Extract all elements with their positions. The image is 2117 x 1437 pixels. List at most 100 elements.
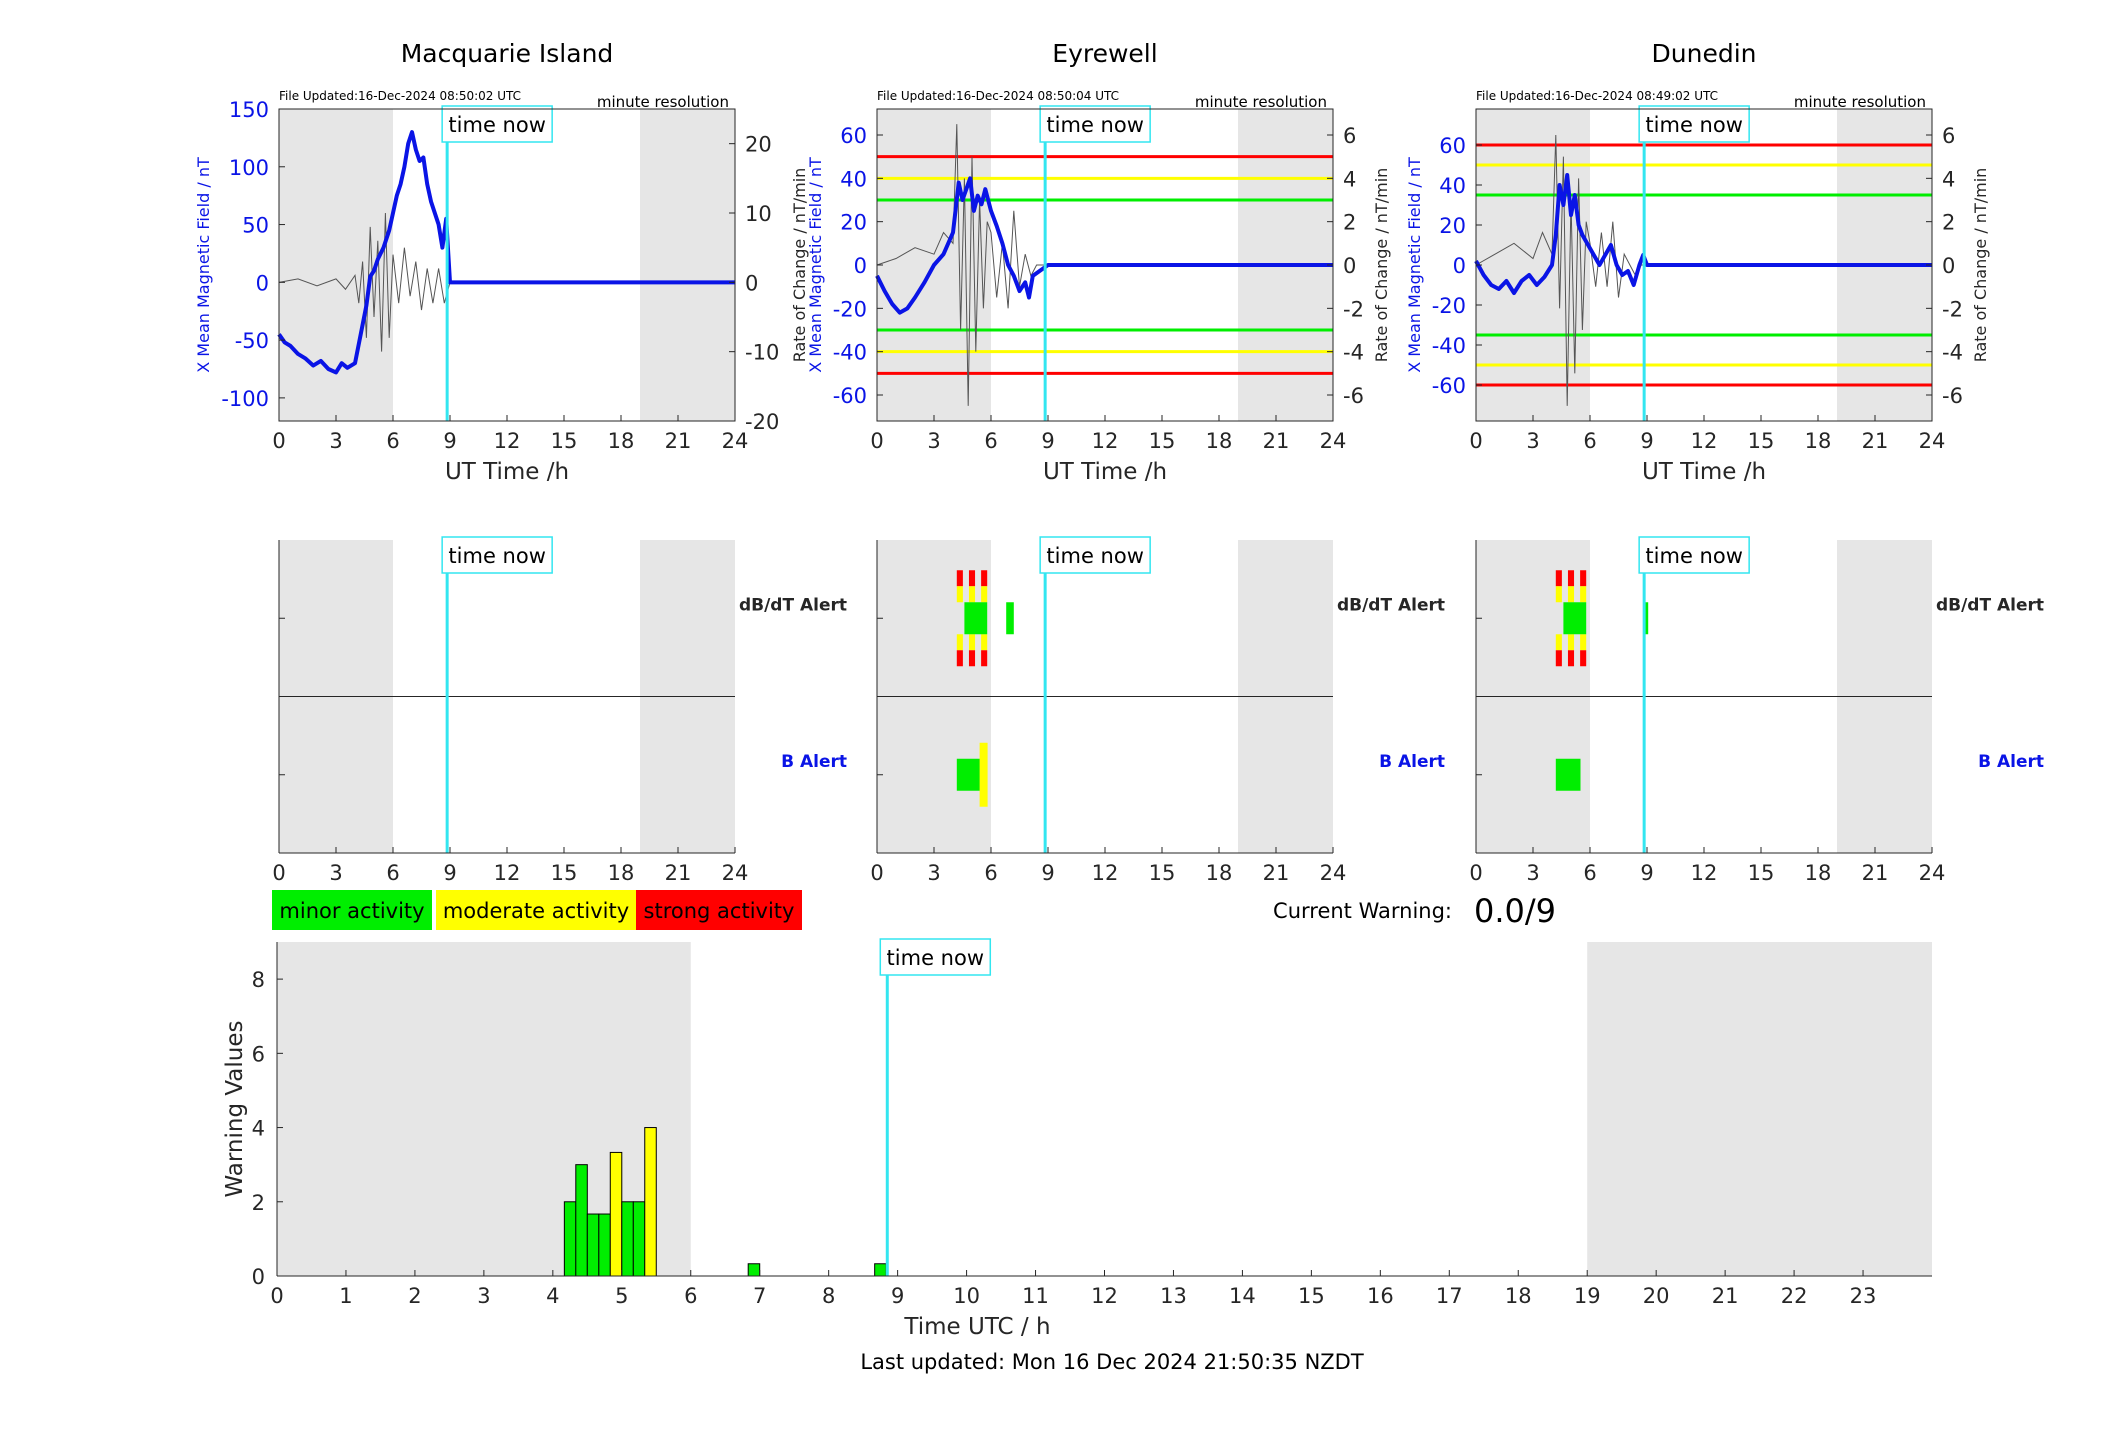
dunedin-alert-x-tick-label: 9 [1640,861,1653,885]
dunedin-alert-panel: time now 0 3 6 9 12 15 18 21 24 dB/dT Alert B Alert [1469,536,2044,885]
dunedin-x-tick-label: 12 [1691,429,1718,453]
warning-x-tick-label: 19 [1574,1284,1601,1308]
eyrewell-y-tick-label: -20 [833,297,867,321]
eyrewell-db-moderate-mark [956,634,963,651]
eyrewell-y2-tick-label: -2 [1343,297,1364,321]
eyrewell-alert-x-tick-label: 21 [1263,861,1290,885]
dunedin-y2-tick-label: -2 [1942,297,1963,321]
macquarie-resolution-label: minute resolution [597,93,729,111]
dunedin-db-strong-mark [1567,650,1575,667]
macquarie-y-axis-label: X Mean Magnetic Field / nT [194,157,213,373]
macquarie-alert-x-tick-label: 24 [722,861,749,885]
dunedin-alert-x-tick-label: 24 [1919,861,1946,885]
eyrewell-y2-tick-label: 4 [1343,167,1356,191]
dunedin-db-alert-label: dB/dT Alert [1936,595,2044,615]
dunedin-x-tick-label: 6 [1583,429,1596,453]
eyrewell-x-tick-label: 9 [1041,429,1054,453]
macquarie-x-tick-label: 24 [722,429,749,453]
dunedin-alert-x-tick-label: 3 [1526,861,1539,885]
macquarie-db-alert-label: dB/dT Alert [739,595,847,615]
dunedin-alert-x-tick-label: 6 [1583,861,1596,885]
macquarie-alert-time-now-box [441,536,553,574]
warning-x-tick-label: 12 [1091,1284,1118,1308]
eyrewell-db-strong-mark [981,650,988,667]
eyrewell-x-tick-label: 12 [1092,429,1119,453]
eyrewell-alert-x-tick-label: 9 [1041,861,1054,885]
macquarie-rate-series [278,212,451,352]
warning-bar [563,1201,577,1277]
eyrewell-db-strong-mark [968,650,976,667]
macquarie-file-updated: File Updated:16-Dec-2024 08:50:02 UTC [279,89,521,103]
eyrewell-y-tick-label: -60 [833,384,867,408]
current-warning-value: 0.0/9 [1474,892,1556,930]
warning-x-tick-label: 15 [1298,1284,1325,1308]
dunedin-alert-x-tick-label: 15 [1748,861,1775,885]
eyrewell-x-tick-label: 21 [1263,429,1290,453]
eyrewell-db-minor-mark [964,602,988,635]
dunedin-alert-x-tick-label: 18 [1805,861,1832,885]
warning-bar [644,1127,657,1277]
dunedin-alert-x-tick-label: 21 [1862,861,1889,885]
dunedin-y-axis-label: X Mean Magnetic Field / nT [1405,157,1424,373]
dunedin-resolution-label: minute resolution [1794,93,1926,111]
warning-x-tick-label: 10 [953,1284,980,1308]
dunedin-alert-x-tick-label: 0 [1469,861,1482,885]
dunedin-title: Dunedin [1652,39,1757,68]
dunedin-db-moderate-mark [1567,634,1575,651]
dunedin-db-moderate-mark [1580,634,1587,651]
dunedin-x-axis-label: UT Time /h [1642,459,1766,485]
macquarie-x-tick-label: 0 [272,429,285,453]
warning-bar [632,1201,646,1277]
macquarie-alert-panel: time now 0 3 6 9 12 15 18 21 24 dB/dT Alert B Alert [272,536,847,885]
eyrewell-time-now-box [1039,105,1151,143]
eyrewell-db-strong-mark [981,570,988,587]
last-updated: Last updated: Mon 16 Dec 2024 21:50:35 N… [860,1350,1364,1374]
warning-y-tick-label: 4 [252,1117,265,1141]
eyrewell-db-moderate-mark [956,586,963,603]
warning-x-axis-label: Time UTC / h [903,1314,1050,1340]
eyrewell-db-strong-mark [956,650,963,667]
dunedin-y-tick-label: -60 [1432,374,1466,398]
eyrewell-alert-x-tick-label: 6 [984,861,997,885]
dunedin-y2-tick-label: -6 [1942,384,1963,408]
warning-x-tick-label: 23 [1850,1284,1877,1308]
warning-x-tick-label: 11 [1022,1284,1049,1308]
legend-strong-label: strong activity [644,899,795,923]
dunedin-y2-axis-label: Rate of Change / nT/min [1971,168,1990,363]
eyrewell-y-tick-label: 60 [840,124,867,148]
warning-x-tick-label: 18 [1505,1284,1532,1308]
warning-bar [598,1213,611,1277]
macquarie-x-tick-label: 12 [494,429,521,453]
macquarie-alert-x-tick-label: 0 [272,861,285,885]
dunedin-db-minor-mark [1563,602,1587,635]
dunedin-y-tick-label: -40 [1432,334,1466,358]
eyrewell-alert-x-tick-label: 24 [1320,861,1347,885]
macquarie-alert-x-tick-label: 15 [551,861,578,885]
eyrewell-y-tick-label: 40 [840,167,867,191]
warning-x-tick-label: 6 [684,1284,697,1308]
dunedin-time-now-label: time now [1645,113,1742,137]
macquarie-y-tick-label: -100 [221,387,269,411]
warning-y-tick-label: 2 [252,1191,265,1215]
eyrewell-time-now-label: time now [1046,113,1143,137]
eyrewell-x-tick-label: 3 [927,429,940,453]
dunedin-x-tick-label: 3 [1526,429,1539,453]
warning-y-tick-label: 8 [252,968,265,992]
macquarie-y2-tick-label: 20 [745,133,772,157]
macquarie-x-tick-label: 6 [386,429,399,453]
warning-x-tick-label: 5 [615,1284,628,1308]
eyrewell-y-tick-label: 20 [840,211,867,235]
dunedin-db-minor-mark [1643,602,1649,635]
eyrewell-y-tick-label: 0 [854,254,867,278]
eyrewell-db-alert-label: dB/dT Alert [1337,595,1445,615]
eyrewell-file-updated: File Updated:16-Dec-2024 08:50:04 UTC [877,89,1119,103]
eyrewell-resolution-label: minute resolution [1195,93,1327,111]
eyrewell-y2-tick-label: 0 [1343,254,1356,278]
macquarie-x-tick-label: 9 [443,429,456,453]
dunedin-night-shade [1476,109,1590,421]
warning-x-tick-label: 7 [753,1284,766,1308]
current-warning-label: Current Warning: [1273,899,1452,923]
dunedin-db-strong-mark [1580,570,1587,587]
